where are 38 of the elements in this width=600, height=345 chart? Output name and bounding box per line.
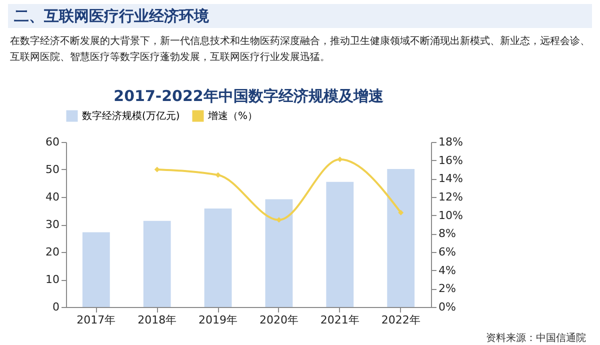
bar (82, 232, 110, 307)
legend-label: 数字经济规模(万亿元) (82, 110, 180, 122)
bar (265, 199, 293, 307)
y2-tick-label: 4% (438, 264, 456, 277)
text: 二、互联网医疗行业经济环境 (8, 4, 592, 28)
y-tick-label: 20 (46, 246, 60, 258)
point (398, 210, 404, 216)
point (154, 166, 160, 172)
chart-title: 2017-2022年中国数字经济规模及增速 (114, 87, 384, 105)
y2-tick-label: 18% (438, 136, 463, 148)
x-tick-label: 2021年 (320, 314, 360, 326)
y-tick-label: 0 (52, 300, 60, 314)
text: 在数字经济不断发展的大背景下，新一代信息技术和生物医药深度融合，推动卫生健康领域不断涌现出新模式、新业态，远程会诊、互联网医院、智慧医疗等数字医疗蓬勃发展，互联网医疗行业发展迅猛。 (10, 34, 590, 65)
y2-tick-label: 6% (438, 246, 456, 258)
bar (326, 182, 354, 307)
x-tick-label: 2019年 (198, 314, 238, 326)
y2-tick-label: 12% (438, 190, 463, 204)
bar (143, 220, 171, 307)
y2-tick-label: 2% (438, 282, 456, 296)
bar (204, 208, 232, 307)
x-tick-label: 2018年 (138, 314, 177, 326)
x-tick-label: 2022年 (381, 314, 420, 326)
y2-tick-label: 0% (438, 300, 456, 314)
y-tick-label: 50 (46, 163, 60, 176)
legend-label: 增速（%） (207, 110, 258, 122)
x-tick-label: 2017年 (76, 314, 116, 326)
y-tick-label: 40 (46, 190, 60, 204)
point (215, 172, 221, 178)
y2-tick-label: 8% (438, 227, 456, 240)
y-tick-label: 30 (46, 218, 60, 231)
bar (387, 168, 415, 307)
y2-tick-label: 16% (438, 154, 463, 167)
y-tick-label: 10 (46, 273, 60, 286)
y-tick-label: 60 (46, 136, 60, 148)
x-tick-label: 2020年 (259, 314, 298, 326)
y2-tick-label: 10% (438, 208, 463, 222)
text: 资料来源：中国信通院 (486, 332, 586, 345)
y2-tick-label: 14% (438, 172, 463, 186)
